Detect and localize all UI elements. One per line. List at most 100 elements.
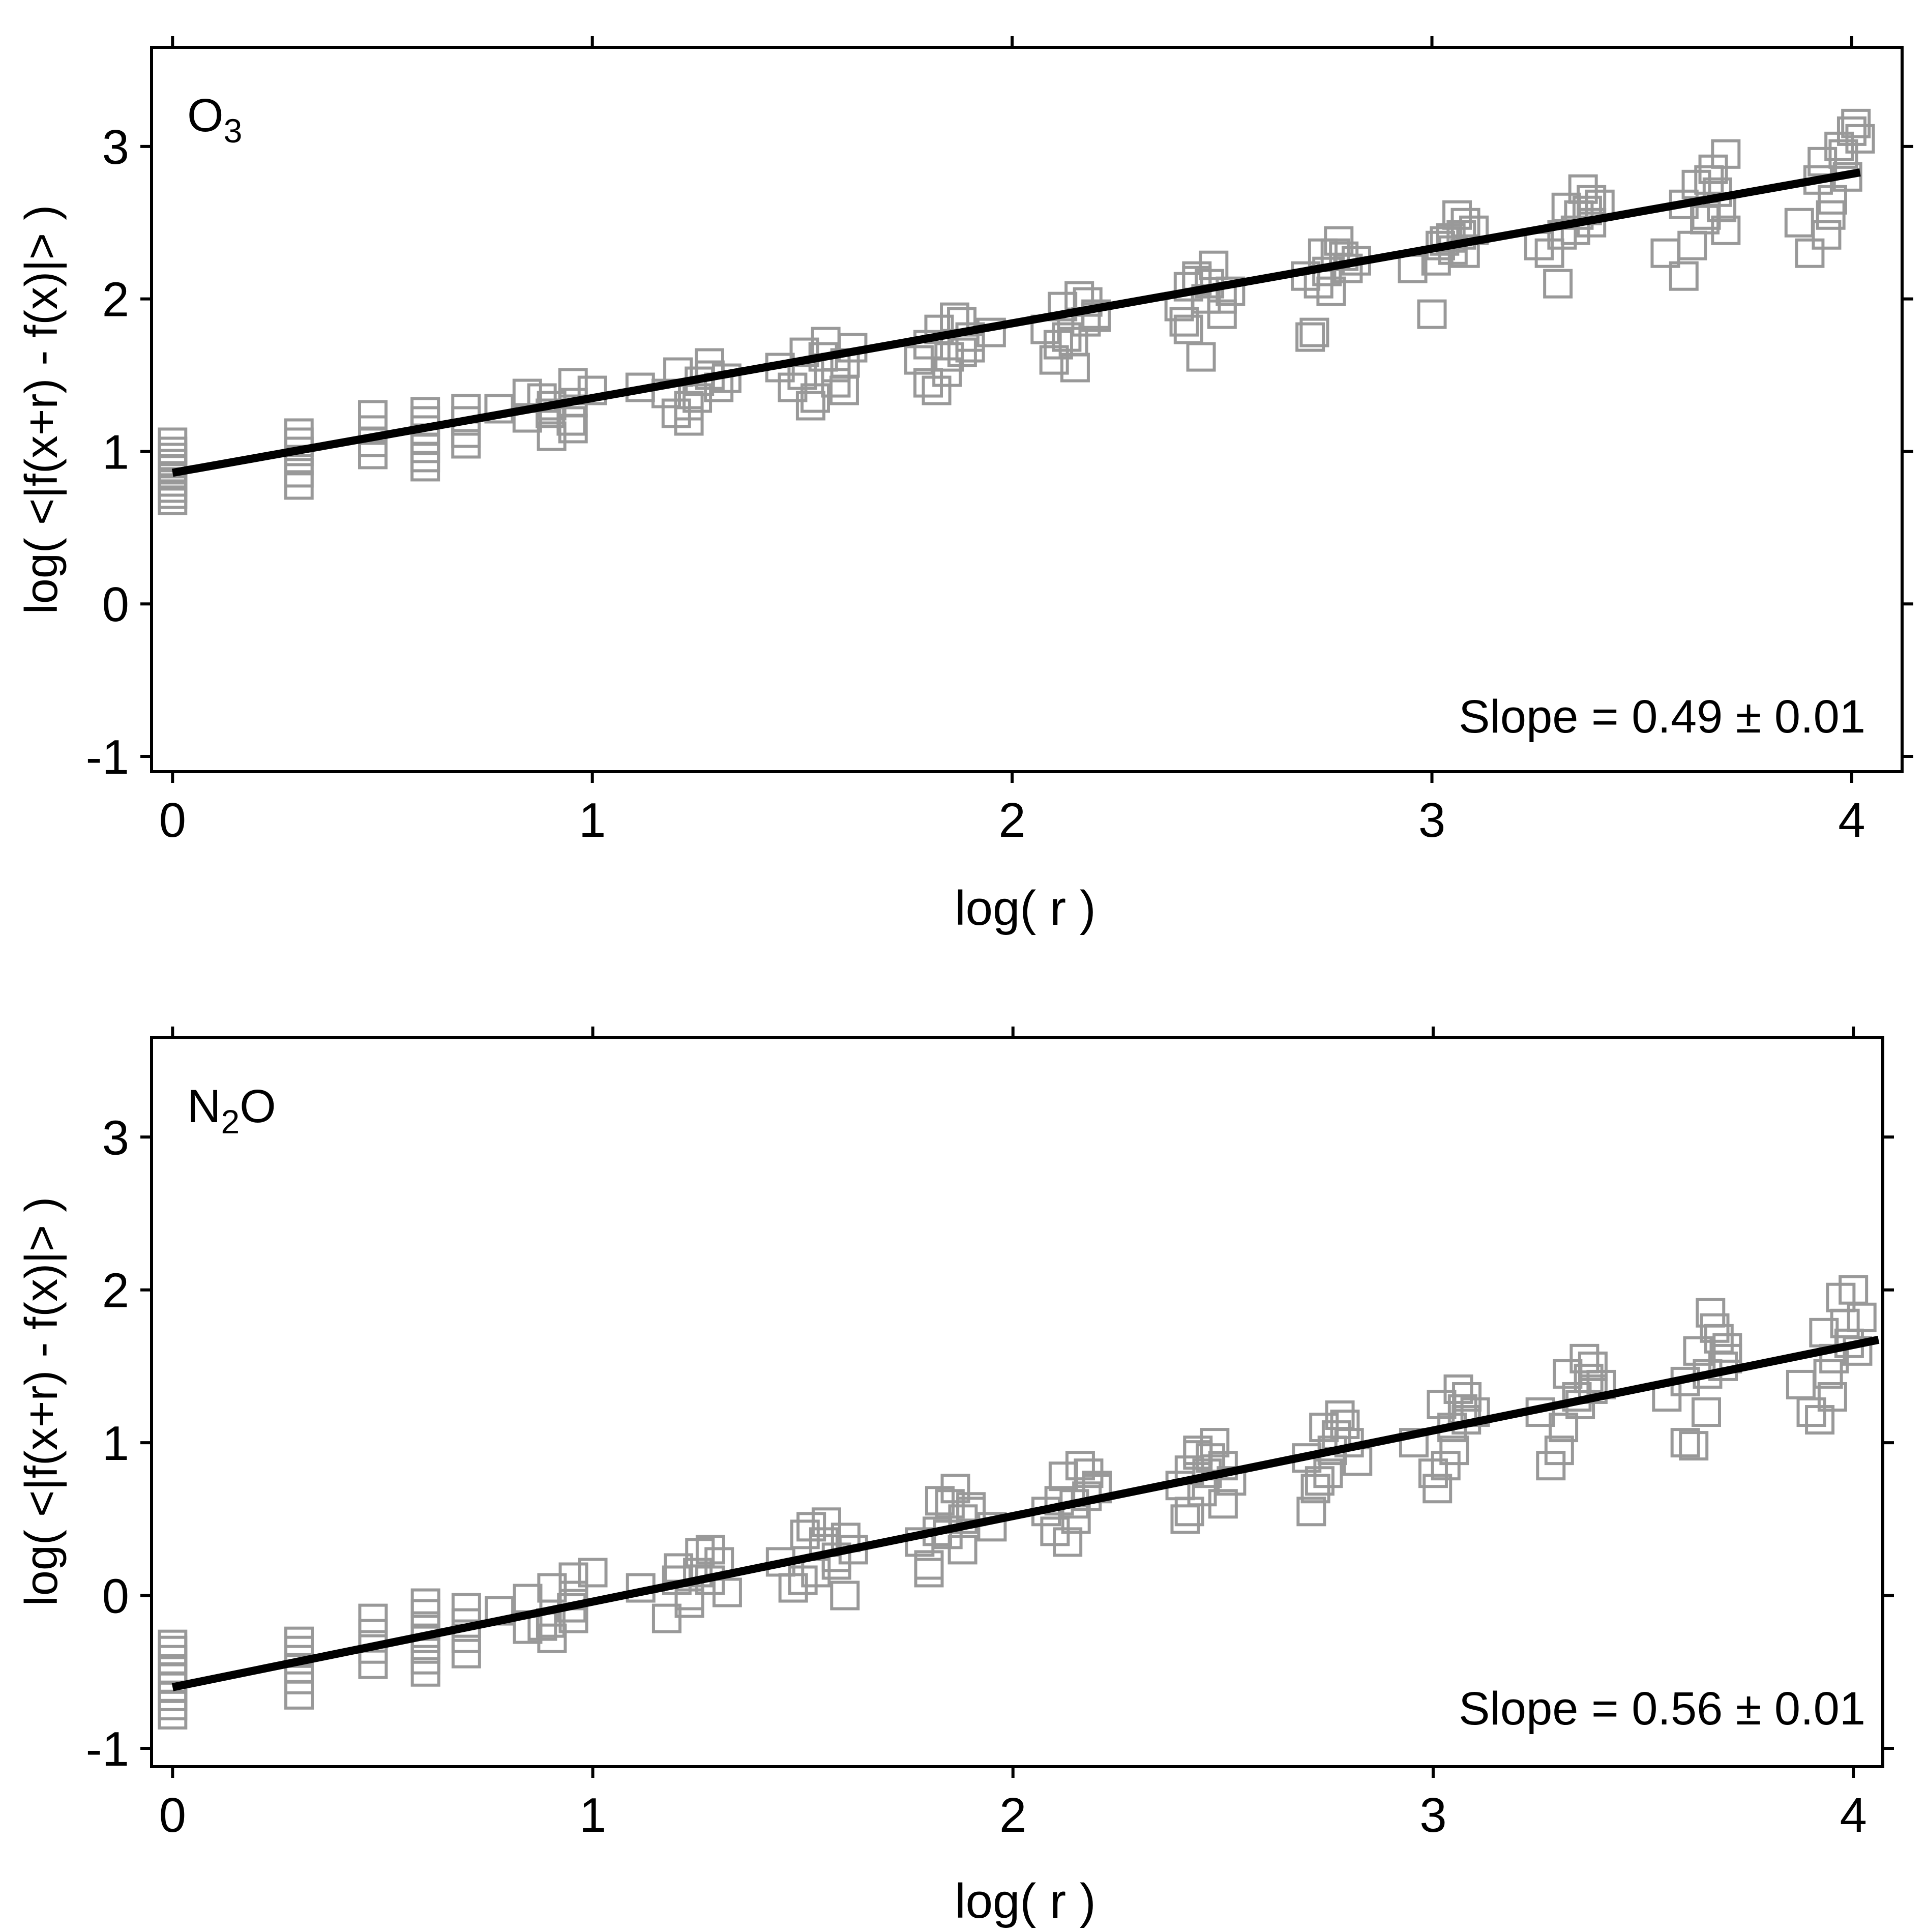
- top-data-point: [1711, 139, 1741, 169]
- bottom-data-point: [1074, 1458, 1104, 1488]
- top-data-point: [556, 406, 586, 436]
- top-data-point: [661, 398, 691, 428]
- bottom-y-tick-label: 0: [102, 1569, 129, 1624]
- top-data-point: [1186, 342, 1216, 372]
- bottom-data-point: [1696, 1298, 1726, 1328]
- bottom-y-tick-label: 3: [102, 1110, 129, 1165]
- bottom-y-axis-title: log( <|f(x+r) - f(x)|> ): [16, 1197, 67, 1606]
- bottom-data-point: [1569, 1343, 1599, 1373]
- bottom-data-point: [284, 1626, 314, 1656]
- top-data-point: [683, 383, 713, 413]
- bottom-panel-label: N2O: [187, 1080, 276, 1140]
- top-data-point: [1043, 330, 1073, 360]
- bottom-data-point: [796, 1512, 826, 1542]
- top-y-tick-label: 2: [102, 273, 129, 327]
- bottom-x-tick-label: 3: [1419, 1788, 1446, 1842]
- bottom-data-point: [358, 1649, 388, 1679]
- bottom-data-point: [1796, 1397, 1826, 1427]
- bottom-data-point: [451, 1638, 481, 1668]
- top-panel: 0 1 2 3 4 -1 0 1 2 3 O3 Slope = 0.49 ± 0.01 log(…: [16, 36, 1913, 935]
- bottom-data-point: [537, 1573, 567, 1603]
- top-panel-label: O3: [187, 90, 242, 150]
- top-data-point: [410, 433, 440, 463]
- top-x-tick-label: 1: [579, 793, 606, 847]
- bottom-x-tick-label: 0: [159, 1788, 186, 1842]
- top-data-point: [410, 452, 440, 482]
- top-data-point: [1677, 230, 1707, 260]
- bottom-data-point: [1423, 1474, 1453, 1504]
- bottom-y-tick-label: 1: [102, 1416, 129, 1471]
- top-data-point: [904, 345, 934, 375]
- bottom-x-tick-label: 4: [1840, 1788, 1866, 1842]
- bottom-data-point: [651, 1603, 681, 1633]
- top-data-point: [158, 427, 188, 457]
- top-data-point: [1060, 353, 1090, 383]
- top-fit-line: [171, 168, 1861, 477]
- top-data-point: [1207, 299, 1237, 329]
- bottom-data-point: [1839, 1275, 1869, 1305]
- bottom-data-point: [788, 1565, 818, 1595]
- top-data-point: [821, 368, 851, 398]
- top-x-tick-label: 0: [159, 793, 186, 847]
- top-x-tick-label: 3: [1418, 793, 1445, 847]
- top-x-axis-title: log( r ): [955, 881, 1095, 935]
- top-data-point: [1081, 302, 1111, 332]
- bottom-data-point: [158, 1700, 188, 1730]
- bottom-data-point: [811, 1507, 841, 1537]
- top-data-point: [537, 421, 567, 451]
- top-data-point: [410, 443, 440, 473]
- bottom-data-point: [284, 1664, 314, 1694]
- top-data-point: [1711, 215, 1741, 245]
- bottom-data-point: [284, 1680, 314, 1710]
- top-x-tick-label: 4: [1838, 793, 1865, 847]
- top-plot-frame: [150, 46, 1904, 773]
- top-data-point: [1329, 241, 1359, 271]
- bottom-data-point: [1679, 1431, 1709, 1461]
- bottom-data-point: [158, 1645, 188, 1675]
- bottom-data-point: [358, 1603, 388, 1633]
- bottom-plot-frame: [150, 1036, 1884, 1768]
- bottom-data-point: [1843, 1336, 1873, 1366]
- top-data-point: [1577, 185, 1607, 215]
- bottom-data-point: [1183, 1436, 1213, 1466]
- top-slope-annotation: Slope = 0.49 ± 0.01: [1459, 691, 1865, 743]
- bottom-data-point: [1053, 1527, 1083, 1557]
- bottom-data-point: [1065, 1451, 1095, 1481]
- bottom-data-point: [1330, 1410, 1360, 1440]
- bottom-x-tick-label: 2: [999, 1788, 1026, 1842]
- bottom-data-point: [1691, 1397, 1721, 1427]
- bottom-data-point: [1786, 1369, 1816, 1399]
- top-data-point: [1784, 208, 1814, 238]
- bottom-data-point: [578, 1558, 608, 1588]
- bottom-data-point: [956, 1492, 986, 1522]
- top-data-point: [1543, 269, 1573, 299]
- top-data-point: [527, 383, 557, 413]
- top-data-point: [1446, 220, 1476, 250]
- top-data-point: [358, 400, 388, 430]
- top-data-point: [1828, 139, 1858, 169]
- top-data-point: [1669, 261, 1699, 291]
- top-data-point: [932, 357, 962, 387]
- bottom-y-tick-labels: -1 0 1 2 3: [86, 1110, 129, 1776]
- top-data-point: [558, 368, 588, 398]
- top-data-point: [1169, 307, 1199, 337]
- top-data-point: [410, 397, 440, 427]
- bottom-data-point: [1544, 1436, 1574, 1466]
- bottom-data-point: [1813, 1359, 1843, 1389]
- bottom-data-point: [905, 1527, 935, 1557]
- bottom-data-point: [1305, 1466, 1335, 1496]
- bottom-data-point: [1574, 1363, 1604, 1393]
- top-data-point: [922, 375, 952, 405]
- top-y-tick-label: -1: [86, 730, 129, 784]
- top-data-point: [1812, 220, 1842, 250]
- top-data-point: [1841, 108, 1871, 138]
- bottom-panel: 0 1 2 3 4 -1 0 1 2 3 N2O Slope = 0.56 ± 0.01 log…: [16, 1027, 1894, 1928]
- bottom-data-point: [1208, 1489, 1238, 1519]
- top-data-point: [1694, 165, 1724, 195]
- bottom-data-point: [830, 1580, 860, 1611]
- top-data-point: [913, 368, 943, 398]
- bottom-data-point: [914, 1558, 944, 1588]
- bottom-data-point: [158, 1654, 188, 1684]
- bottom-y-tick-label: 2: [102, 1264, 129, 1318]
- bottom-data-point: [940, 1474, 970, 1504]
